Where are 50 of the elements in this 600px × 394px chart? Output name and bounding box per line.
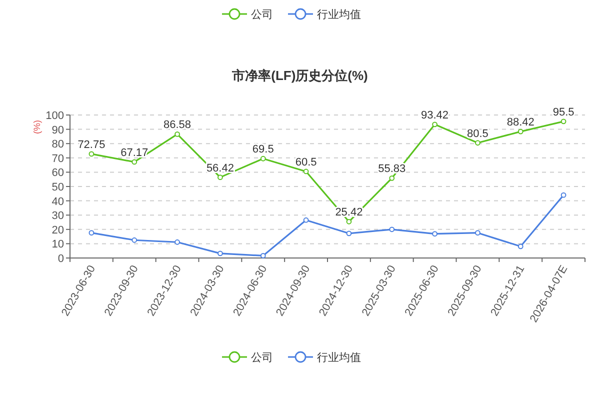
point <box>560 118 566 124</box>
point <box>303 217 309 223</box>
y-tick-label: 30 <box>52 210 64 222</box>
point <box>389 226 395 232</box>
data-label: 86.58 <box>164 119 192 132</box>
point <box>218 174 223 180</box>
point <box>475 140 480 146</box>
text: 公司 <box>251 352 273 364</box>
data-label: 80.5 <box>466 128 488 140</box>
data-label: 72.75 <box>78 138 106 151</box>
y-tick-label: 20 <box>52 224 64 236</box>
point <box>132 159 138 165</box>
y-tick-label: 60 <box>52 167 64 180</box>
data-label: 69.5 <box>252 144 274 156</box>
data-label: 88.42 <box>506 116 534 129</box>
y-tick-label: 50 <box>52 182 64 194</box>
y-tick-label: 10 <box>52 238 64 251</box>
y-tick-label: 90 <box>52 124 64 136</box>
point <box>389 175 395 181</box>
point <box>174 239 180 245</box>
point <box>475 230 480 236</box>
point <box>432 122 438 128</box>
y-tick-label: 100 <box>46 110 64 122</box>
y-tick-label: 40 <box>52 196 64 208</box>
data-label: 95.5 <box>552 106 574 118</box>
point <box>88 230 94 236</box>
point <box>132 237 138 243</box>
point <box>518 244 524 250</box>
point <box>260 156 266 162</box>
data-label: 67.17 <box>120 146 148 159</box>
y-tick-label: 70 <box>52 152 64 165</box>
legend-label: 行业均值 <box>317 351 361 364</box>
point <box>346 230 352 236</box>
y-tick-label: 80 <box>52 138 64 151</box>
y-axis-title: (%) <box>32 120 42 134</box>
point <box>560 192 566 198</box>
data-label: 93.42 <box>421 109 449 122</box>
point <box>303 168 309 174</box>
chart-title: 市净率(LF)历史分位(%) <box>231 68 368 83</box>
point <box>174 131 180 137</box>
point <box>346 218 352 224</box>
point <box>518 128 524 134</box>
data-label: 60.5 <box>295 156 317 168</box>
point <box>260 253 266 258</box>
text: 行业均值 <box>317 9 361 21</box>
y-tick-label: 0 <box>58 253 64 265</box>
point <box>218 250 223 256</box>
legend-label: 公司 <box>251 9 273 21</box>
point <box>88 151 94 157</box>
point <box>432 231 438 237</box>
